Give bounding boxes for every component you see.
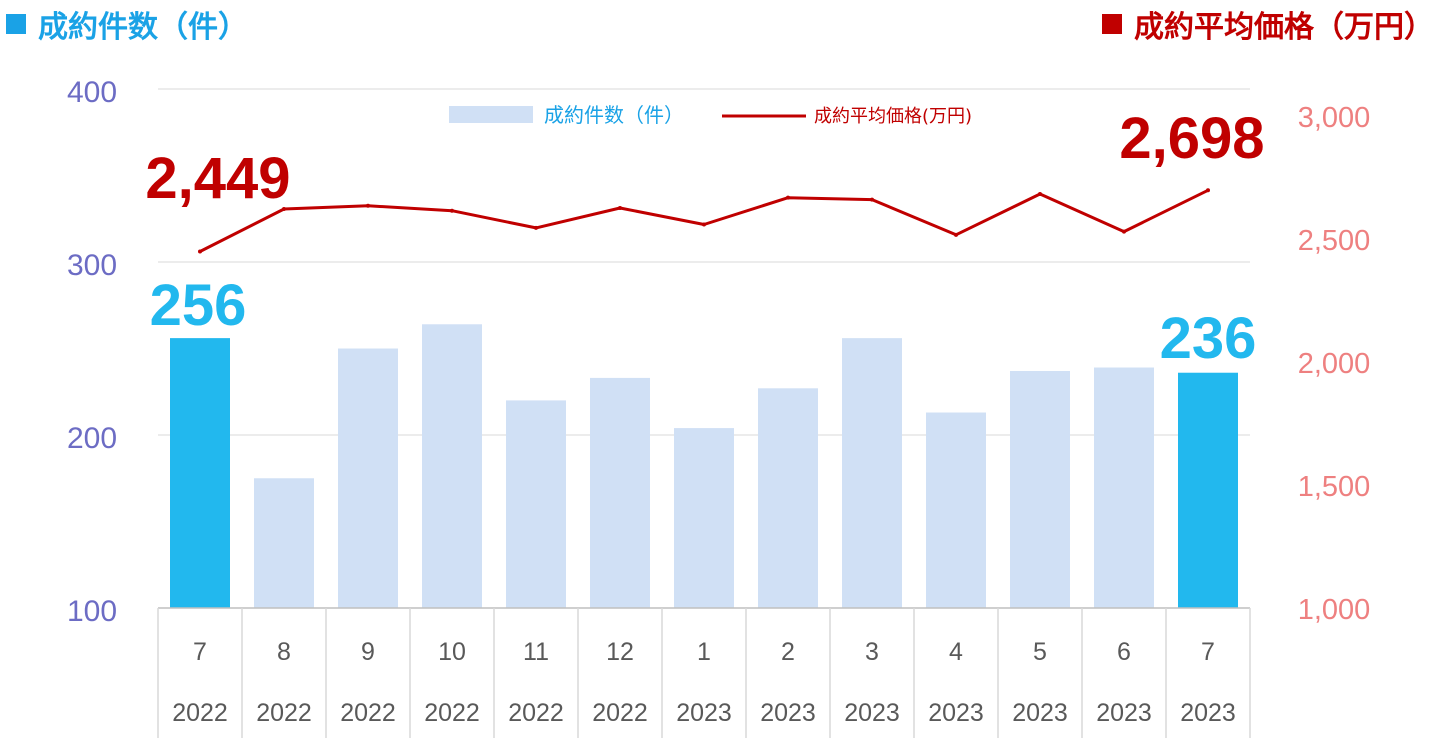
bar [506,400,566,608]
year-label: 2023 [844,699,900,727]
line-point [534,225,538,230]
bar [674,428,734,608]
month-label: 2 [781,638,795,666]
month-label: 1 [697,638,711,666]
bar [254,478,314,608]
month-label: 5 [1033,638,1047,666]
bar-series [170,324,1238,608]
left-axis-tick-label: 200 [67,422,117,455]
bar [926,412,986,608]
month-label: 7 [1201,638,1215,666]
month-label: 8 [277,638,291,666]
right-header-text: 成約平均価格（万円） [1134,10,1434,45]
year-label: 2023 [1012,699,1068,727]
line-point [1122,229,1126,234]
year-label: 2023 [760,699,816,727]
first-bar-value-label: 256 [150,273,247,338]
right-axis-header: 成約平均価格（万円） [1102,2,1434,46]
month-label: 3 [865,638,879,666]
left-axis-tick-label: 400 [67,76,117,109]
year-label: 2022 [340,699,396,727]
right-axis-tick-label: 2,000 [1298,348,1371,380]
bar [338,348,398,608]
right-axis-tick-label: 3,000 [1298,102,1371,134]
month-label: 11 [523,638,549,666]
month-label: 9 [361,638,375,666]
bar [1094,367,1154,608]
month-label: 7 [193,638,207,666]
bar [842,338,902,608]
year-label: 2022 [172,699,228,727]
price-line [199,188,1209,253]
year-label: 2023 [1180,699,1236,727]
line-point [786,195,790,200]
month-label: 4 [949,638,963,666]
line-point [1038,191,1042,196]
value-annotations: 256 236 2,449 2,698 [145,106,1264,371]
year-label: 2023 [676,699,732,727]
legend-line-label: 成約平均価格(万円) [814,106,972,127]
line-point [282,206,286,211]
right-axis-tick-label: 1,500 [1298,471,1371,503]
line-point [366,203,370,208]
year-label: 2022 [256,699,312,727]
line-series [198,188,1210,254]
left-header-text: 成約件数（件） [38,10,248,45]
year-label: 2022 [424,699,480,727]
grid-lines [158,88,1250,436]
last-bar-value-label: 236 [1160,306,1257,371]
bar [758,388,818,608]
left-axis-tick-label: 300 [67,249,117,282]
highlight-bar [1178,372,1238,608]
line-point [450,208,454,213]
month-label: 6 [1117,638,1131,666]
line-point [198,249,202,254]
year-label: 2023 [928,699,984,727]
left-axis-header: 成約件数（件） [6,2,248,46]
line-point [954,232,958,237]
legend: 成約件数（件） 成約平均価格(万円) [449,103,972,127]
line-point [1206,188,1210,193]
highlight-bar [170,338,230,608]
legend-bar-swatch [449,106,533,123]
left-axis-tick-label: 100 [67,595,117,628]
line-point [618,206,622,211]
last-price-value-label: 2,698 [1119,106,1264,171]
month-label: 10 [438,638,466,666]
year-label: 2022 [508,699,564,727]
bar [422,324,482,608]
axes: 100 200 300 400 1,000 1,500 2,000 2,500 3,000 [67,76,1370,628]
right-axis-tick-label: 2,500 [1298,225,1371,257]
right-axis-tick-label: 1,000 [1298,594,1371,626]
first-price-value-label: 2,449 [145,146,290,211]
bar [1010,370,1070,608]
right-header-square-icon [1102,14,1122,34]
line-point [870,197,874,202]
year-label: 2023 [1096,699,1152,727]
left-header-square-icon [6,14,26,34]
year-label: 2022 [592,699,648,727]
line-point [702,222,706,227]
bar [590,377,650,608]
month-label: 12 [606,638,634,666]
legend-bar-label: 成約件数（件） [544,103,684,127]
